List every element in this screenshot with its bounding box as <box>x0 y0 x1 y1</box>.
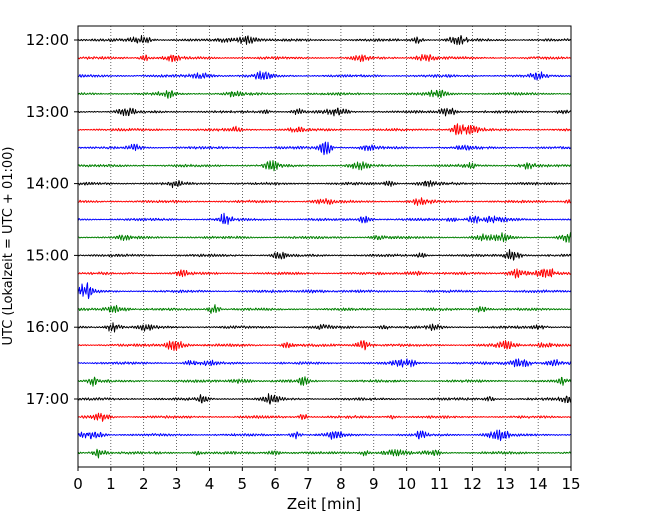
trace-line <box>77 232 572 243</box>
trace-line <box>77 70 572 81</box>
trace-line <box>77 160 572 172</box>
x-tick-label: 9 <box>369 475 379 493</box>
trace-line <box>77 412 572 422</box>
x-axis-label: Zeit [min] <box>287 495 361 513</box>
y-axis-label: UTC (Lokalzeit = UTC + 01:00) <box>1 147 16 346</box>
trace-line <box>77 197 572 206</box>
seismogram-traces <box>77 34 572 459</box>
x-tick-label: 15 <box>561 475 580 493</box>
x-tick-label: 6 <box>270 475 280 493</box>
x-axis-ticks: 0 1 2 3 4 5 6 7 8 9 10 11 12 13 14 15 <box>73 467 581 493</box>
trace-line <box>77 393 572 405</box>
y-axis-ticks: 12:00 13:00 14:00 15:00 16:00 17:00 <box>26 31 78 408</box>
trace-line <box>77 212 572 225</box>
y-tick-label: 15:00 <box>26 246 69 264</box>
y-tick-label: 12:00 <box>26 31 69 49</box>
trace-line <box>77 107 572 117</box>
x-tick-label: 7 <box>303 475 313 493</box>
y-tick-label: 13:00 <box>26 103 69 121</box>
trace-line <box>77 248 572 261</box>
y-tick-label: 14:00 <box>26 175 69 193</box>
y-tick-label: 17:00 <box>26 390 69 408</box>
trace-line <box>77 304 572 314</box>
trace-line <box>77 180 572 189</box>
trace-line <box>77 89 572 99</box>
x-tick-label: 5 <box>238 475 248 493</box>
x-tick-label: 2 <box>139 475 149 493</box>
x-tick-label: 10 <box>397 475 416 493</box>
trace-line <box>77 429 572 442</box>
x-tick-label: 1 <box>106 475 116 493</box>
trace-line <box>77 141 572 156</box>
trace-line <box>77 54 572 63</box>
trace-line <box>78 34 572 46</box>
y-tick-label: 16:00 <box>26 318 69 336</box>
plot-area <box>77 25 572 468</box>
x-tick-label: 13 <box>496 475 515 493</box>
trace-line <box>77 322 572 333</box>
x-tick-label: 0 <box>73 475 83 493</box>
trace-line <box>77 282 572 300</box>
x-tick-label: 14 <box>529 475 548 493</box>
trace-line <box>77 448 572 459</box>
x-tick-label: 8 <box>336 475 346 493</box>
trace-line <box>77 123 572 136</box>
trace-line <box>77 358 572 368</box>
x-tick-label: 11 <box>430 475 449 493</box>
trace-line <box>77 376 572 387</box>
x-tick-label: 12 <box>463 475 482 493</box>
trace-line <box>77 339 572 351</box>
trace-line <box>77 268 572 279</box>
plot-frame <box>77 25 572 468</box>
x-tick-label: 4 <box>205 475 215 493</box>
x-tick-label: 3 <box>172 475 182 493</box>
